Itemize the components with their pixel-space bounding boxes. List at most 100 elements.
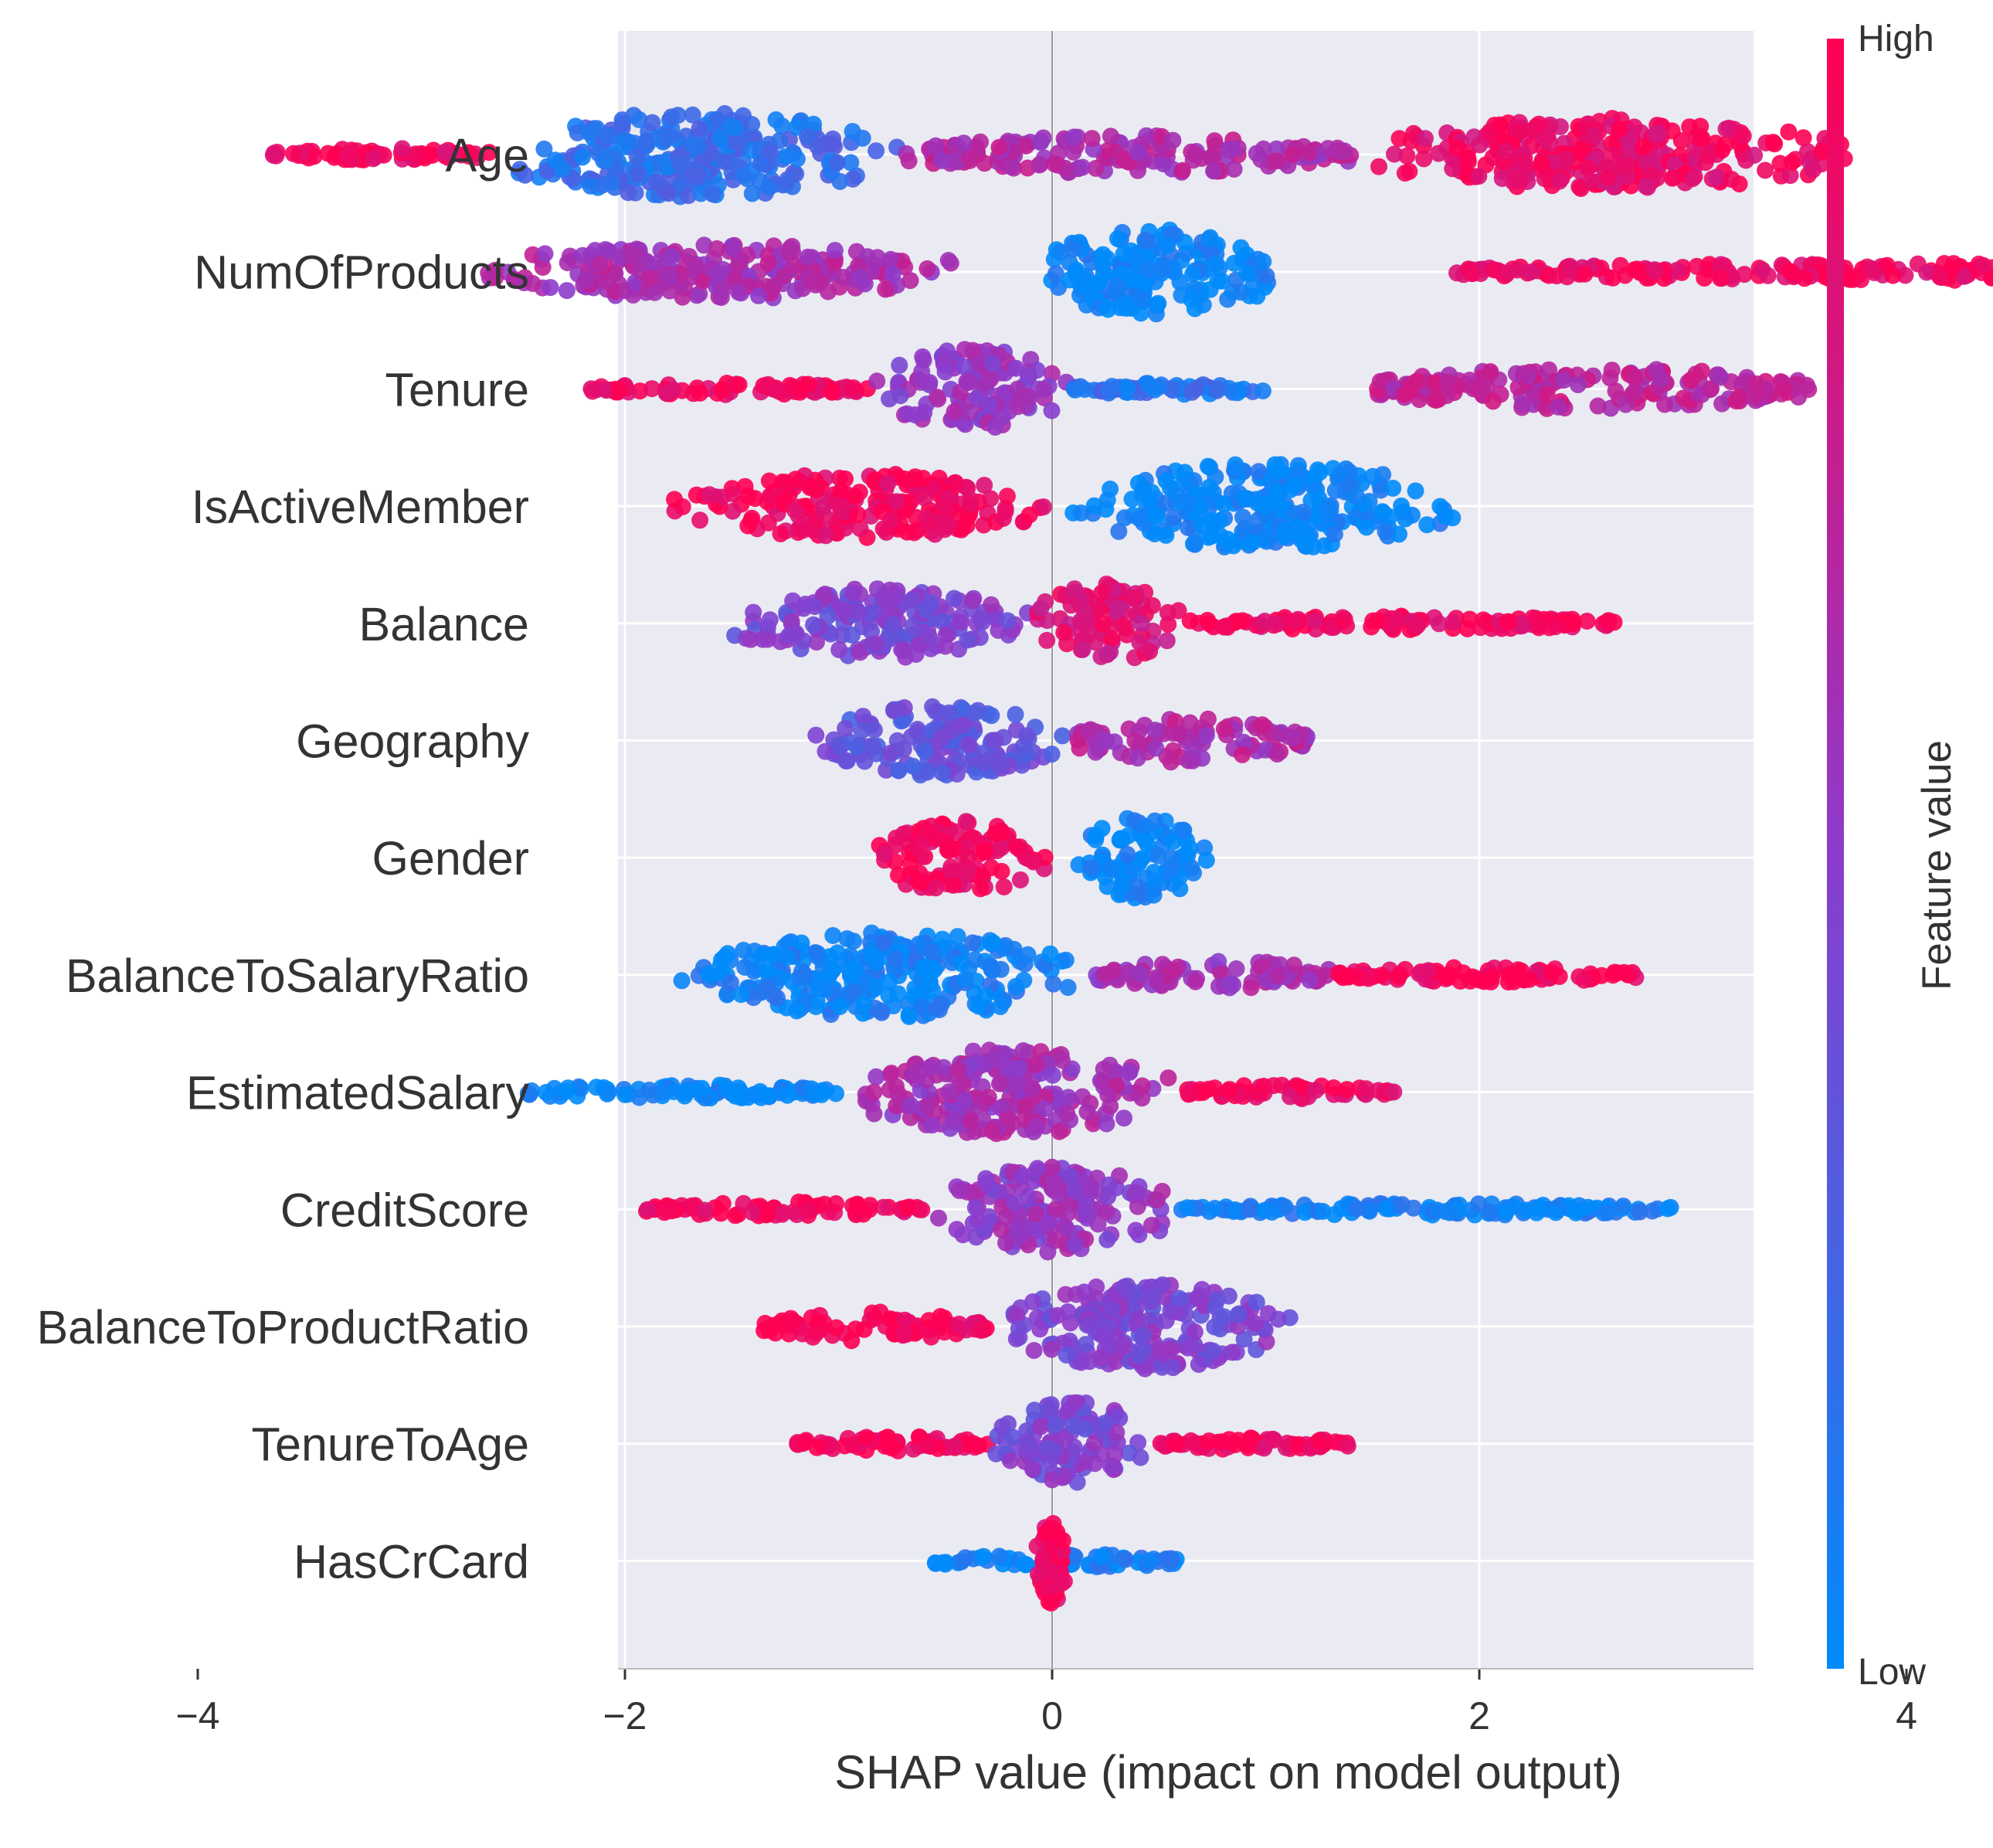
shap-point: [815, 498, 832, 515]
shap-point: [1096, 966, 1113, 983]
shap-point: [867, 636, 884, 653]
shap-point: [867, 1068, 884, 1085]
shap-point: [537, 245, 554, 262]
shap-point: [1015, 1042, 1032, 1059]
shap-point: [1417, 130, 1434, 147]
shap-point: [1348, 488, 1365, 505]
shap-point: [1071, 739, 1088, 756]
shap-point: [1143, 1217, 1160, 1234]
shap-point: [629, 148, 646, 165]
shap-point: [799, 128, 816, 145]
shap-point: [1132, 1449, 1149, 1466]
shap-point: [1232, 239, 1249, 256]
shap-point: [905, 758, 922, 775]
shap-point: [746, 1086, 763, 1103]
shap-point: [691, 121, 708, 138]
shap-point: [1547, 1204, 1564, 1221]
shap-point: [976, 843, 993, 860]
shap-point: [877, 592, 894, 609]
shap-point: [693, 1080, 710, 1097]
shap-point: [1348, 1201, 1365, 1218]
shap-point: [658, 128, 675, 145]
shap-point: [1656, 396, 1673, 413]
shap-point: [1702, 381, 1719, 398]
shap-point: [960, 736, 977, 753]
shap-point: [1736, 266, 1753, 283]
shap-point: [1708, 168, 1725, 185]
shap-point: [1631, 1204, 1648, 1221]
shap-point: [1604, 270, 1621, 287]
shap-point: [1127, 589, 1144, 606]
shap-point: [1098, 250, 1115, 267]
shap-point: [1129, 144, 1146, 161]
shap-point: [1386, 146, 1403, 163]
shap-point: [1083, 859, 1100, 876]
shap-point: [1509, 122, 1526, 139]
shap-point: [1115, 246, 1132, 263]
shap-point: [1271, 463, 1288, 480]
shap-point: [687, 259, 704, 276]
shap-point: [1058, 635, 1075, 652]
shap-point: [623, 246, 640, 263]
shap-point: [1045, 1182, 1062, 1199]
shap-point: [620, 184, 637, 201]
shap-point: [1015, 972, 1032, 989]
shap-point: [1243, 979, 1260, 996]
shap-point: [1067, 1236, 1084, 1253]
shap-point: [827, 242, 844, 259]
shap-point: [987, 1051, 1004, 1068]
shap-point: [1543, 964, 1560, 981]
shap-point: [661, 269, 678, 286]
shap-point: [762, 144, 779, 161]
shap-point: [746, 490, 763, 507]
shap-point: [691, 385, 708, 402]
shap-point: [584, 383, 601, 400]
shap-point: [831, 497, 848, 514]
shap-point: [1374, 503, 1391, 520]
shap-point: [1713, 142, 1730, 159]
shap-point: [732, 986, 749, 1003]
shap-point: [1600, 169, 1617, 186]
shap-point: [638, 132, 655, 149]
shap-point: [1133, 615, 1150, 632]
shap-point: [1082, 721, 1099, 738]
shap-point: [1577, 266, 1594, 283]
shap-point: [1482, 363, 1499, 380]
shap-point: [1320, 504, 1337, 521]
shap-point: [1061, 271, 1078, 288]
shap-point: [1159, 632, 1176, 649]
shap-point: [978, 1175, 995, 1192]
shap-point: [1270, 1311, 1287, 1328]
shap-point: [1509, 262, 1526, 279]
shap-point: [958, 813, 975, 830]
shap-point: [764, 946, 781, 963]
shap-point: [1102, 861, 1119, 878]
shap-point: [1101, 382, 1118, 399]
shap-point: [1024, 1461, 1041, 1478]
shap-point: [1506, 169, 1523, 186]
shap-point: [1255, 253, 1272, 270]
shap-point: [896, 1312, 913, 1329]
shap-point: [1485, 392, 1502, 409]
shap-point: [1471, 137, 1488, 154]
shap-point: [1045, 976, 1062, 993]
shap-point: [1095, 1327, 1112, 1344]
shap-point: [905, 618, 922, 635]
shap-point: [951, 1182, 968, 1199]
shap-point: [779, 949, 796, 966]
shap-point: [946, 1111, 963, 1128]
shap-point: [1029, 1160, 1046, 1177]
shap-point: [1126, 732, 1143, 749]
shap-point: [800, 249, 817, 266]
shap-point: [717, 154, 734, 171]
shap-point: [956, 358, 973, 375]
shap-point: [824, 962, 841, 979]
shap-point: [1062, 1168, 1079, 1185]
shap-point: [1182, 1085, 1199, 1102]
shap-point: [1429, 1201, 1446, 1218]
shap-point: [929, 389, 946, 406]
shap-point: [1058, 1106, 1075, 1123]
shap-point: [950, 1062, 967, 1079]
shap-point: [843, 1332, 860, 1349]
shap-point: [987, 1445, 1004, 1462]
